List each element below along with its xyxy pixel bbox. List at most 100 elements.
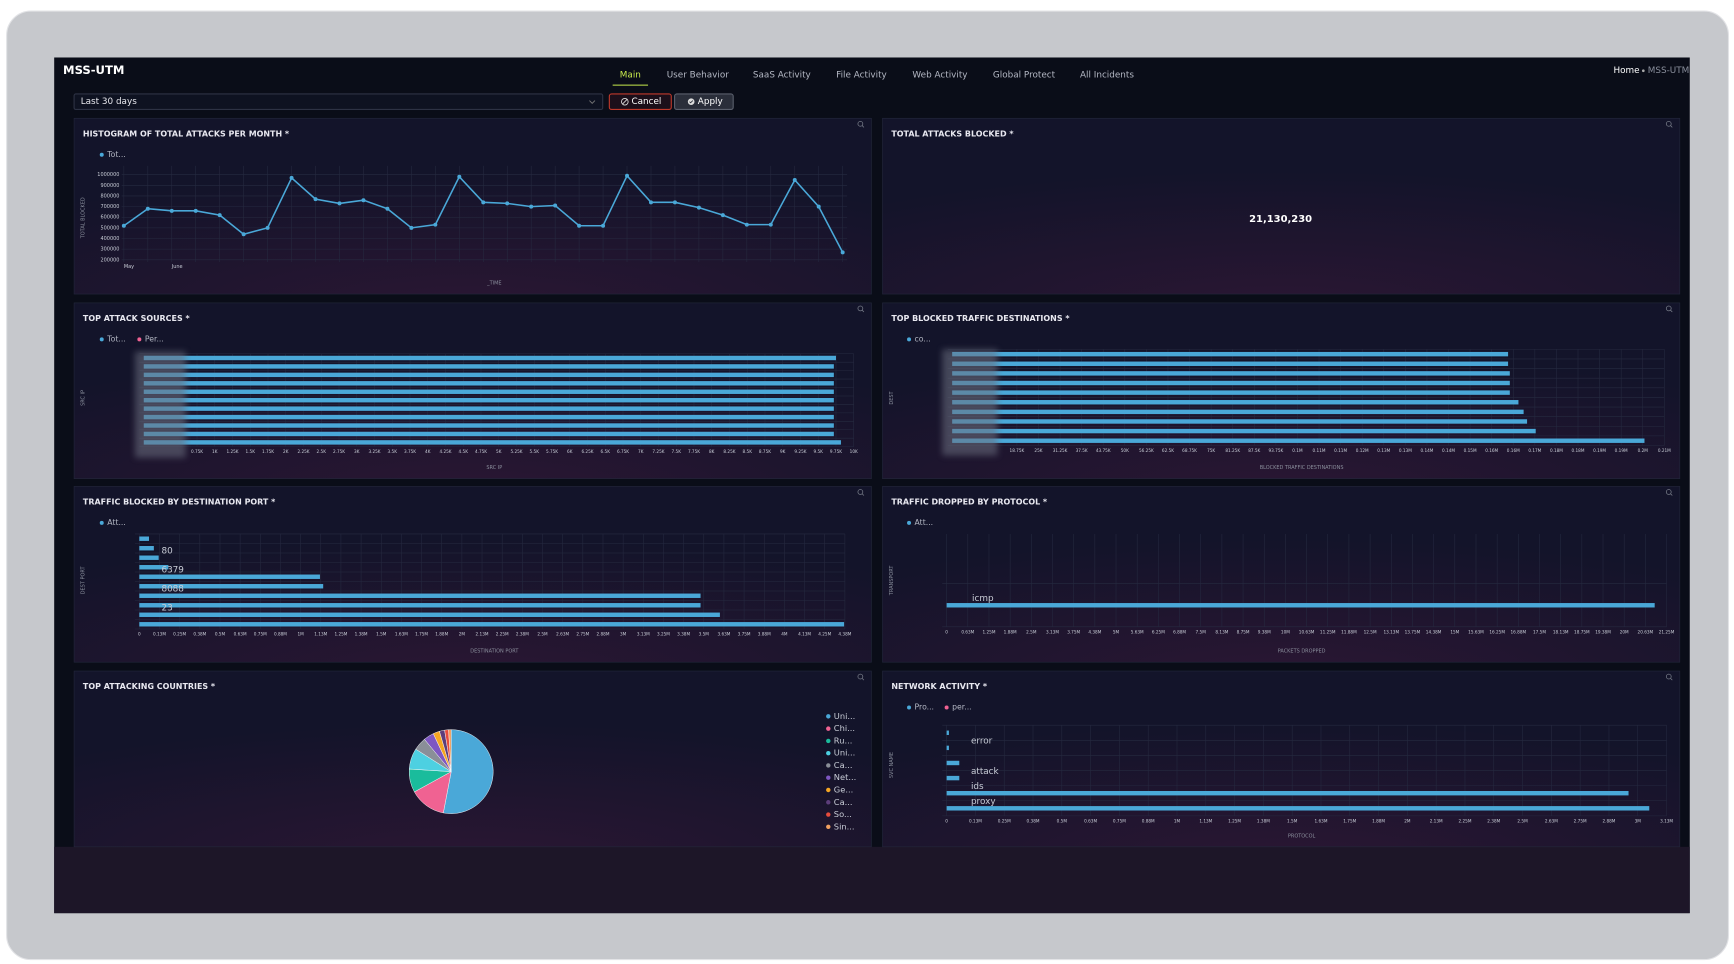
zoom-icon-handle — [861, 309, 865, 313]
blurred-labels — [134, 351, 186, 458]
legend-label[interactable]: Pro... — [915, 703, 934, 712]
zoom-icon[interactable] — [1665, 120, 1672, 127]
x-tick-label: 1.75M — [1343, 818, 1356, 823]
legend-label[interactable]: per... — [952, 703, 971, 712]
zoom-icon[interactable] — [1665, 305, 1672, 312]
line-point — [265, 225, 270, 230]
x-tick-label: 2.5M — [537, 632, 548, 637]
x-tick-label: 1.25M — [334, 632, 347, 637]
panel-title: TRAFFIC DROPPED BY PROTOCOL * — [891, 497, 1047, 506]
x-tick-label: 1.38M — [1257, 818, 1270, 823]
panel — [882, 670, 1681, 848]
legend-label[interactable]: Att... — [107, 518, 126, 527]
legend-label[interactable]: Uni... — [834, 711, 856, 721]
bar — [946, 806, 1650, 811]
legend-label[interactable]: Ca... — [834, 760, 853, 770]
legend-swatch — [944, 705, 949, 710]
x-tick-label: 0.63M — [1084, 818, 1097, 823]
bar — [143, 414, 834, 420]
x-tick-label: 2.25M — [1458, 818, 1471, 823]
legend-label[interactable]: So... — [834, 809, 852, 819]
nav-tab[interactable]: Web Activity — [912, 71, 967, 81]
x-tick-label: 1.63M — [395, 632, 408, 637]
legend-label[interactable]: Per... — [145, 334, 164, 343]
x-tick-label: 3.63M — [717, 632, 730, 637]
line-point — [241, 232, 246, 237]
zoom-icon[interactable] — [857, 673, 864, 680]
time-range-select[interactable] — [73, 93, 604, 110]
x-tick-label: 0.19M — [1593, 448, 1606, 453]
breadcrumb-home[interactable]: Home — [1613, 66, 1639, 76]
y-tick-label: 6379 — [161, 566, 183, 576]
x-tick-label: 19.38M — [1595, 629, 1611, 634]
zoom-icon[interactable] — [857, 120, 864, 127]
panel — [73, 486, 872, 663]
cancel-icon-slash — [622, 99, 628, 105]
x-tick-label: 2.25M — [496, 632, 509, 637]
x-tick-label: 2.88M — [597, 632, 610, 637]
x-tick-label: 3.75M — [738, 632, 751, 637]
apply-button[interactable] — [674, 93, 734, 110]
x-tick-label: 37.5K — [1076, 448, 1088, 453]
line-point — [481, 200, 486, 205]
zoom-icon[interactable] — [1665, 489, 1672, 495]
zoom-icon[interactable] — [857, 489, 864, 495]
zoom-icon[interactable] — [1665, 673, 1672, 680]
legend-label[interactable]: Tot... — [106, 334, 126, 343]
x-tick-label: 0.25M — [173, 632, 186, 637]
y-axis-title: DEST — [889, 390, 895, 404]
x-tick-label: 0.38M — [1027, 818, 1040, 823]
zoom-icon-handle — [1670, 493, 1673, 496]
legend-label[interactable]: Tot... — [106, 150, 126, 159]
legend-label[interactable]: Net... — [834, 772, 856, 782]
x-tick-label: 6.75K — [617, 449, 629, 454]
legend-swatch — [99, 337, 104, 342]
x-tick-label: 4.75K — [475, 449, 487, 454]
x-tick-label: 2M — [459, 632, 466, 637]
x-tick-label: 0.88M — [1142, 818, 1155, 823]
y-tick-label: icmp — [972, 594, 994, 604]
zoom-icon[interactable] — [857, 305, 864, 312]
legend-label[interactable]: Att... — [915, 518, 934, 527]
bar — [952, 371, 1510, 376]
line-point — [337, 201, 342, 206]
legend-label[interactable]: co... — [915, 334, 931, 343]
line-point — [553, 203, 558, 208]
x-axis-title: _TIME — [486, 281, 501, 287]
x-tick-label: 0.13M — [153, 632, 166, 637]
cancel-button[interactable] — [608, 93, 672, 110]
x-tick-label: 0.13M — [1377, 448, 1390, 453]
x-tick-label: 11.88M — [1341, 629, 1357, 634]
legend-label[interactable]: Chi... — [834, 723, 855, 733]
y-tick-label: 900000 — [100, 183, 119, 189]
nav-tab[interactable]: User Behavior — [667, 71, 730, 81]
time-range-value: Last 30 days — [81, 97, 137, 107]
legend-swatch — [99, 152, 104, 157]
x-tick-label: 93.75K — [1269, 448, 1284, 453]
y-tick-label: 23 — [161, 604, 172, 614]
legend-label[interactable]: Sin... — [834, 821, 855, 831]
nav-tab[interactable]: Global Protect — [993, 71, 1056, 81]
line-point — [768, 222, 773, 227]
x-tick-label: 1.25M — [1228, 818, 1241, 823]
apply-label: Apply — [698, 97, 723, 107]
y-axis-title: TOTAL BLOCKED — [80, 197, 86, 239]
x-tick-label: 2K — [283, 449, 289, 454]
nav-tab[interactable]: All Incidents — [1080, 71, 1134, 81]
y-axis-title: SVC NAME — [889, 752, 895, 778]
x-tick-label: 3.13M — [1660, 818, 1673, 823]
legend-label[interactable]: Ru... — [834, 735, 853, 745]
line-point — [792, 178, 797, 182]
x-tick-label: 56.25K — [1139, 448, 1154, 453]
legend-label[interactable]: Ca... — [834, 797, 853, 807]
legend-label[interactable]: Ge... — [834, 784, 853, 794]
nav-tab[interactable]: Main — [620, 71, 641, 81]
nav-tab[interactable]: SaaS Activity — [753, 71, 811, 81]
breadcrumb-separator — [1641, 69, 1645, 73]
x-tick-label: 0.25M — [998, 818, 1011, 823]
x-tick-label: 2.38M — [516, 632, 529, 637]
x-tick-label: 0.2M — [1638, 448, 1649, 453]
legend-label[interactable]: Uni... — [834, 748, 856, 758]
x-tick-label: 43.75K — [1096, 448, 1111, 453]
nav-tab[interactable]: File Activity — [836, 71, 887, 81]
